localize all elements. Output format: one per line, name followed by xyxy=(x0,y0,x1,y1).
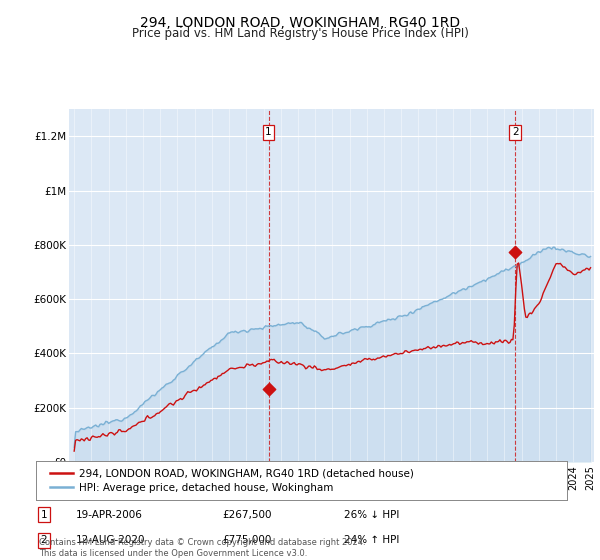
Text: 19-APR-2006: 19-APR-2006 xyxy=(76,510,143,520)
Point xyxy=(264,385,274,394)
Text: 294, LONDON ROAD, WOKINGHAM, RG40 1RD: 294, LONDON ROAD, WOKINGHAM, RG40 1RD xyxy=(140,16,460,30)
Point xyxy=(511,247,520,256)
Text: 1: 1 xyxy=(41,510,47,520)
Legend: 294, LONDON ROAD, WOKINGHAM, RG40 1RD (detached house), HPI: Average price, deta: 294, LONDON ROAD, WOKINGHAM, RG40 1RD (d… xyxy=(47,465,417,496)
Text: 1: 1 xyxy=(265,127,272,137)
Text: £267,500: £267,500 xyxy=(222,510,271,520)
Text: 2: 2 xyxy=(41,535,47,545)
Text: 2: 2 xyxy=(512,127,518,137)
Text: 24% ↑ HPI: 24% ↑ HPI xyxy=(344,535,400,545)
Text: 26% ↓ HPI: 26% ↓ HPI xyxy=(344,510,400,520)
Text: 12-AUG-2020: 12-AUG-2020 xyxy=(76,535,145,545)
Text: Contains HM Land Registry data © Crown copyright and database right 2024.
This d: Contains HM Land Registry data © Crown c… xyxy=(39,538,365,558)
Text: £775,000: £775,000 xyxy=(222,535,271,545)
Text: Price paid vs. HM Land Registry's House Price Index (HPI): Price paid vs. HM Land Registry's House … xyxy=(131,27,469,40)
